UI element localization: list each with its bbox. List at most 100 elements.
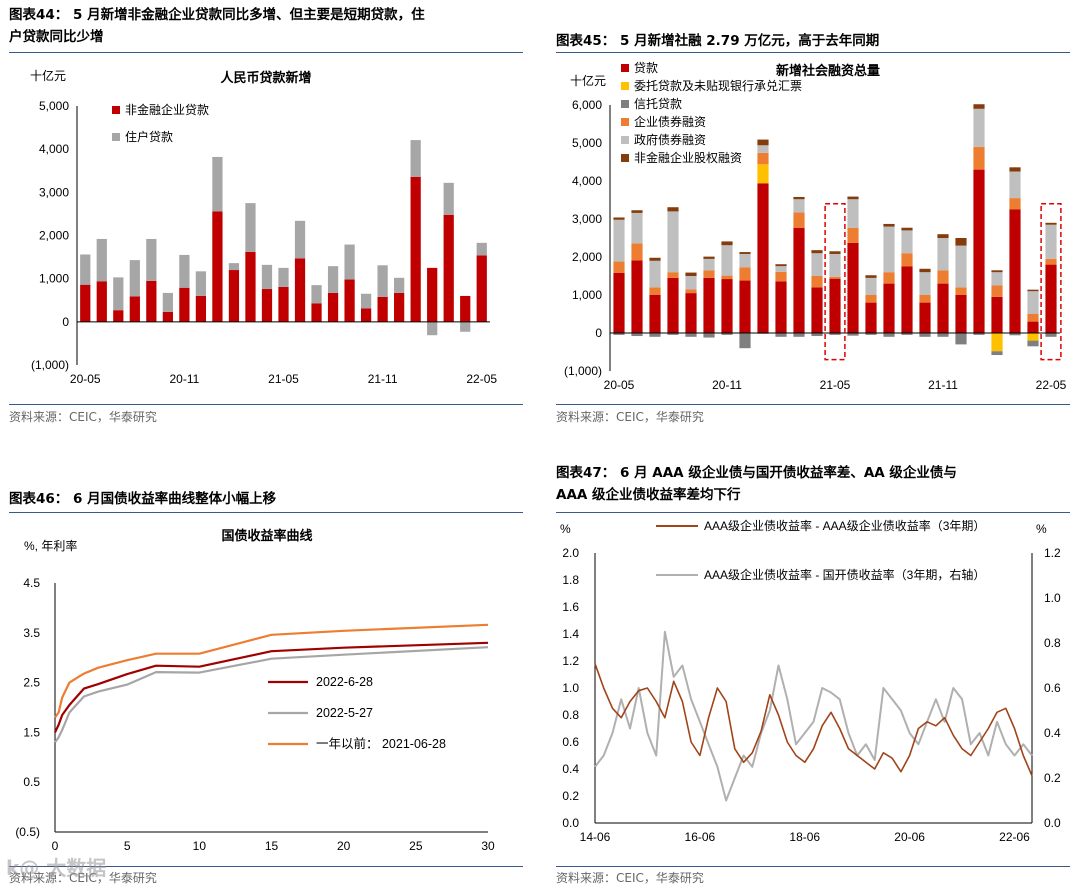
bar-segment-0 [261, 289, 273, 322]
chart-title: 人民币贷款新增 [220, 70, 311, 85]
bar-segment-0 [195, 295, 207, 322]
bar-segment-4 [1027, 291, 1039, 314]
x-tick-label: 20-06 [894, 830, 925, 844]
bar-segment-5 [631, 210, 643, 213]
bar-segment-4 [883, 226, 895, 273]
bar-segment-2 [829, 333, 841, 335]
bar-segment-0 [631, 260, 643, 333]
bar-segment-1 [377, 265, 388, 297]
y-tick-label: 5,000 [39, 99, 69, 113]
bar-segment-5 [613, 217, 625, 220]
legend-label: 2022-6-28 [316, 675, 373, 689]
bar-segment-1 [212, 156, 223, 212]
bar-segment-4 [1045, 224, 1057, 259]
bar-segment-0 [311, 303, 322, 322]
x-tick-label: 16-06 [685, 830, 716, 844]
bar-segment-4 [955, 245, 967, 288]
series-line-2 [54, 623, 489, 719]
x-tick-label: 21-05 [820, 378, 851, 392]
bar-segment-0 [113, 310, 124, 322]
bar-segment-2 [865, 333, 877, 335]
y-tick-label: 0 [62, 315, 69, 329]
bar-segment-5 [1045, 222, 1057, 225]
bar-segment-5 [1009, 167, 1021, 172]
legend-label: 贷款 [634, 61, 658, 75]
bar-segment-3 [739, 267, 751, 281]
bar-segment-0 [703, 277, 715, 333]
bar-segment-0 [294, 258, 306, 322]
series-line-1 [54, 646, 489, 744]
y-tick-label: 4.5 [23, 576, 40, 590]
watermark: k@ 大数据 [6, 856, 107, 880]
highlight-box [824, 203, 846, 361]
bar-segment-3 [775, 271, 787, 282]
bar-segment-5 [1027, 289, 1039, 292]
chart45-bottom-rule [556, 404, 1070, 405]
bar-segment-0 [476, 255, 487, 322]
legend-label: 住户贷款 [125, 129, 173, 144]
x-tick-label: 21-11 [368, 372, 398, 386]
bar-segment-1 [80, 254, 91, 285]
y-tick-label: 1.5 [23, 725, 40, 739]
bar-segment-2 [613, 333, 625, 335]
y-tick-label-right: 0.8 [1044, 636, 1061, 650]
bar-segment-1 [427, 321, 438, 336]
bar-segment-1 [179, 254, 190, 288]
bar-segment-3 [829, 276, 841, 279]
highlight-box [1040, 203, 1062, 361]
bar-segment-5 [667, 207, 679, 212]
bar-segment-3 [865, 295, 877, 303]
x-tick-label: 20-05 [604, 378, 635, 392]
bar-segment-5 [847, 196, 859, 200]
chart46-source: 资料来源：CEIC，华泰研究 [9, 871, 157, 885]
x-tick-label: 20-05 [70, 372, 101, 386]
bar-segment-0 [847, 242, 859, 333]
legend-swatch [621, 136, 629, 144]
bar-segment-0 [146, 280, 157, 322]
chart44-bottom-rule [9, 404, 523, 405]
bar-segment-0 [919, 302, 931, 333]
bar-segment-0 [721, 279, 733, 333]
bar-segment-5 [703, 256, 715, 259]
bar-segment-1 [228, 263, 240, 271]
bar-segment-5 [811, 250, 823, 254]
bar-segment-2 [631, 333, 643, 337]
x-tick-label: 14-06 [580, 830, 611, 844]
x-tick-label: 18-06 [789, 830, 820, 844]
chart46-title: 图表46： 6 月国债收益率曲线整体小幅上移 [9, 491, 277, 507]
bar-segment-4 [667, 211, 679, 273]
legend-swatch [112, 133, 120, 141]
bar-segment-3 [901, 253, 913, 267]
y-tick-label: 2,000 [39, 229, 69, 243]
bar-segment-4 [685, 276, 697, 290]
bar-segment-0 [739, 280, 751, 333]
bar-segment-2 [955, 333, 967, 345]
bar-segment-0 [410, 176, 421, 322]
bar-segment-2 [1027, 340, 1039, 347]
bar-segment-5 [883, 223, 895, 227]
bar-segment-5 [793, 196, 805, 200]
chart46-top-rule [9, 512, 523, 513]
bar-segment-1 [360, 293, 372, 309]
bar-segment-2 [919, 333, 931, 337]
bar-segment-2 [685, 333, 697, 337]
bar-segment-0 [955, 295, 967, 333]
y-tick-label-left: 1.0 [562, 681, 579, 695]
y-tick-label: (1,000) [564, 364, 602, 378]
legend-label: 委托贷款及未贴现银行承兑汇票 [634, 79, 802, 93]
legend-swatch [621, 118, 629, 126]
bar-segment-5 [757, 139, 769, 146]
bar-segment-0 [649, 295, 661, 333]
y-tick-label: 0.5 [23, 775, 40, 789]
y-tick-label: 3,000 [39, 185, 69, 199]
bar-segment-4 [991, 272, 1003, 286]
legend-label: 非金融企业股权融资 [634, 150, 742, 165]
bar-segment-0 [865, 302, 877, 333]
bar-segment-1 [410, 140, 421, 177]
bar-segment-3 [613, 261, 625, 273]
bar-segment-2 [775, 333, 787, 337]
bar-segment-2 [1045, 333, 1057, 337]
bar-segment-3 [1009, 198, 1021, 210]
y-axis-unit: 十亿元 [570, 73, 606, 88]
bar-segment-5 [937, 234, 949, 238]
